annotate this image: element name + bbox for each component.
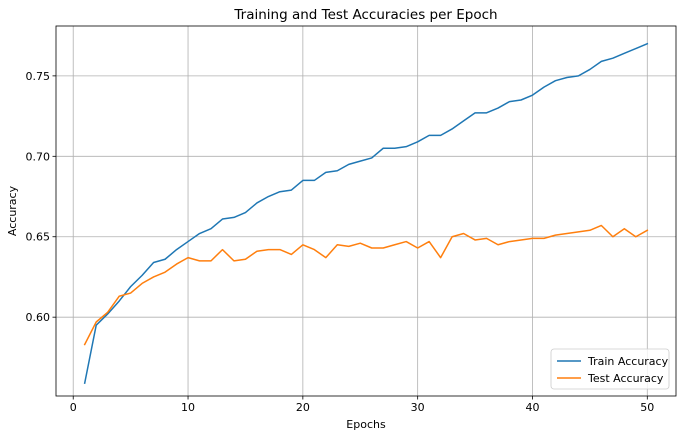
y-tick-label: 0.65 [26, 231, 51, 244]
x-tick-label: 20 [296, 401, 310, 414]
y-tick-label: 0.60 [26, 311, 51, 324]
legend-label: Test Accuracy [587, 372, 664, 385]
series-lines [83, 42, 649, 385]
grid [56, 26, 676, 396]
x-tick-label: 40 [525, 401, 539, 414]
chart-title: Training and Test Accuracies per Epoch [233, 7, 497, 23]
legend: Train Accuracy Test Accuracy [550, 348, 670, 390]
y-tick-label: 0.75 [26, 70, 51, 83]
axis-ticks: 0 10 20 30 40 50 0.60 0.65 0.70 0.75 [26, 70, 655, 414]
x-tick-label: 50 [640, 401, 654, 414]
x-tick-label: 30 [411, 401, 425, 414]
series-line-train [83, 42, 649, 385]
x-axis-label: Epochs [346, 418, 386, 431]
x-tick-label: 10 [181, 401, 195, 414]
legend-box [550, 348, 670, 390]
plot-frame [55, 25, 677, 397]
y-axis-label: Accuracy [6, 185, 19, 236]
x-tick-label: 0 [70, 401, 77, 414]
y-tick-label: 0.70 [26, 150, 51, 163]
series-line-test [83, 224, 649, 346]
legend-label: Train Accuracy [587, 355, 669, 368]
